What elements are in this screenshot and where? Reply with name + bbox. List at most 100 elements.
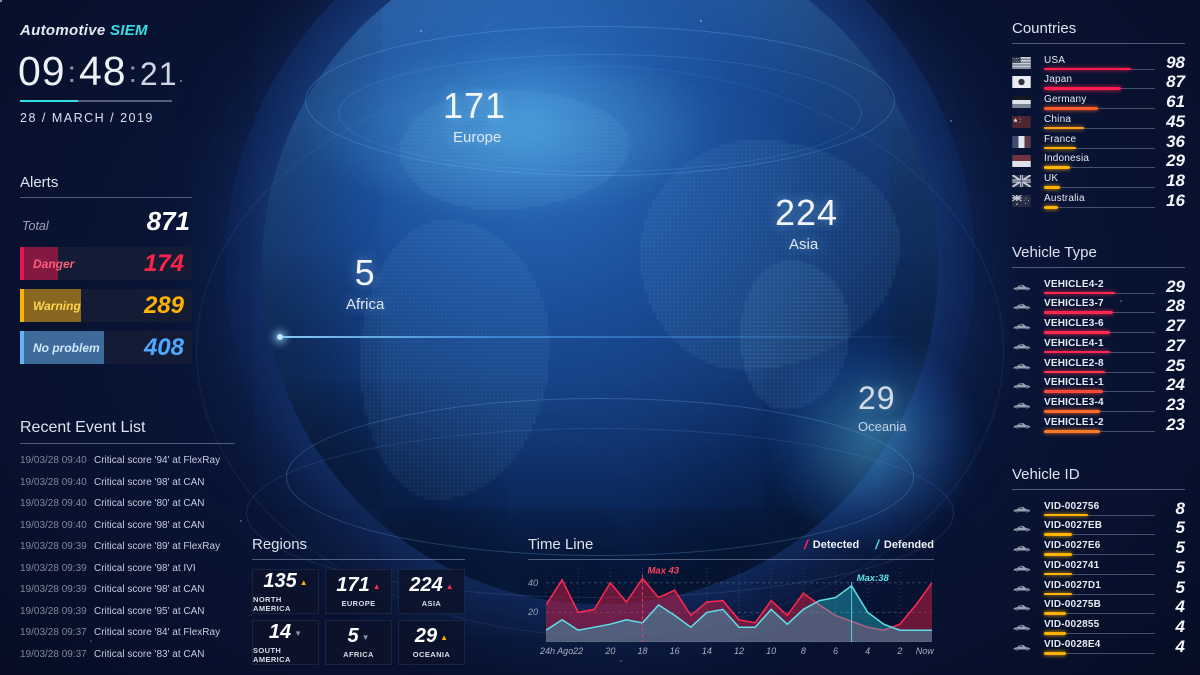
bar-list-mid: China [1044,114,1155,130]
alert-row-danger[interactable]: Danger 174 [20,247,192,280]
item-value: 87 [1166,72,1185,92]
alert-row-no-problem[interactable]: No problem 408 [20,331,192,364]
vehicle-type-row[interactable]: VEHICLE3-4 23 [1012,395,1185,414]
bar-value [1044,107,1098,110]
country-row[interactable]: Germany 61 [1012,92,1185,111]
vehicle-type-row[interactable]: VEHICLE1-2 23 [1012,415,1185,434]
region-tile-africa[interactable]: 5 ▼ AFRICA [325,620,392,665]
item-value: 98 [1166,52,1185,72]
svg-text:Max:38: Max:38 [857,573,890,584]
event-list-item[interactable]: 19/03/28 09:37 Critical score '83' at CAN [20,649,235,660]
country-row[interactable]: UK 18 [1012,171,1185,191]
alerts-total-value: 871 [146,206,190,236]
globe-label-name: Oceania [858,419,907,434]
bar-track [1044,126,1155,130]
alert-value: 408 [143,333,184,361]
item-name: Australia [1044,193,1085,205]
car-icon-wrap [1012,622,1032,632]
vehicle-id-row[interactable]: VID-002756 8 [1012,499,1185,518]
country-row[interactable]: Indonesia 29 [1012,151,1185,170]
car-icon-wrap [1012,504,1032,514]
region-tile-south-america[interactable]: 14 ▼ SOUTH AMERICA [252,620,319,665]
bar-value [1044,186,1060,189]
country-row[interactable]: USA 98 [1012,52,1185,72]
vehicle-type-row[interactable]: VEHICLE1-1 24 [1012,375,1185,394]
event-list-item[interactable]: 19/03/28 09:39 Critical score '98' at IVI [20,563,235,574]
event-list-item[interactable]: 19/03/28 09:39 Critical score '98' at CAN [20,584,235,595]
timeline-header: Time Line / Detected / Defended [528,536,934,560]
vehicle-id-row[interactable]: VID-0027EB 5 [1012,518,1185,537]
region-tile-asia[interactable]: 224 ▲ ASIA [398,569,465,614]
event-list-item[interactable]: 19/03/28 09:37 Critical score '84' at Fle… [20,627,235,638]
vehicle-type-row[interactable]: VEHICLE4-1 27 [1012,336,1185,355]
country-row[interactable]: France 36 [1012,132,1185,151]
timeline-chart[interactable]: 40 20 Max 43 Max:38 [528,564,934,643]
globe-label-value: 5 [354,252,376,293]
bar-list-mid: USA [1044,55,1155,71]
legend-item-detected[interactable]: / Detected [804,537,859,552]
vehicle-id-row[interactable]: VID-0027E6 5 [1012,538,1185,558]
event-message: Critical score '94' at FlexRay [94,455,221,466]
trend-down-icon: ▼ [294,628,303,638]
region-name: AFRICA [343,650,374,659]
bar-list-mid: VEHICLE1-2 [1044,417,1155,433]
event-timestamp: 19/03/28 09:40 [20,476,87,488]
alert-row-warning[interactable]: Warning 289 [20,289,192,322]
bar-list-mid: Australia [1044,193,1155,209]
x-axis-tick-label: 18 [637,646,648,656]
globe-label-asia: 224 Asia [775,192,838,253]
country-row[interactable]: Japan 87 [1012,72,1185,92]
item-value: 4 [1175,617,1185,637]
region-tile-north-america[interactable]: 135 ▲ NORTH AMERICA [252,569,319,614]
region-tile-europe[interactable]: 171 ▲ EUROPE [325,569,392,614]
x-axis-tick-label: 16 [669,646,680,656]
vehicle-id-row[interactable]: VID-0028E4 4 [1012,637,1185,656]
vehicle-id-row[interactable]: VID-002855 4 [1012,617,1185,637]
bar-list-mid: VID-0027E6 [1044,540,1155,556]
item-value: 25 [1166,355,1185,375]
countries-panel: Countries USA 98 Japan 87 Germany 61 China 45 Fr… [1012,20,1185,213]
event-list-item[interactable]: 19/03/28 09:39 Critical score '89' at Fle… [20,541,235,552]
legend-item-defended[interactable]: / Defended [875,537,934,552]
region-tile-oceania[interactable]: 29 ▲ OCEANIA [398,620,465,665]
vehicle-id-row[interactable]: VID-00275B 4 [1012,597,1185,616]
date-display: 28 / MARCH / 2019 [20,111,154,125]
globe-orbit-ring [196,66,1004,636]
vehicle-id-row[interactable]: VID-002741 5 [1012,557,1185,577]
region-grid: 135 ▲ NORTH AMERICA 171 ▲ EUROPE 224 ▲ ASIA 14 ▼ SO… [252,569,465,665]
bar-track [1044,206,1155,209]
item-value: 5 [1175,557,1185,577]
flag-uk-icon-wrap [1012,175,1032,188]
timeline-panel: Time Line / Detected / Defended 40 20 Ma… [528,536,934,658]
country-row[interactable]: Australia 16 [1012,191,1185,210]
event-list-item[interactable]: 19/03/28 09:40 Critical score '94' at Fle… [20,455,235,466]
legend-defended-swatch-icon: / [875,537,879,552]
app-title-accent: SIEM [109,22,148,39]
vehicle-type-row[interactable]: VEHICLE3-7 28 [1012,296,1185,315]
vehicle-type-row[interactable]: VEHICLE2-8 25 [1012,355,1185,375]
vehicle-type-row[interactable]: VEHICLE3-6 27 [1012,316,1185,335]
event-message: Critical score '84' at FlexRay [94,627,221,638]
bar-value [1044,410,1101,413]
bar-value [1044,553,1072,556]
item-value: 18 [1166,171,1185,191]
item-value: 5 [1175,538,1185,558]
event-list-item[interactable]: 19/03/28 09:40 Critical score '98' at CAN [20,520,235,531]
event-timestamp: 19/03/28 09:40 [20,498,87,509]
bar-list-mid: VEHICLE3-7 [1044,298,1155,314]
bar-value [1044,331,1111,334]
bar-track [1044,652,1155,655]
bar-list-mid: VID-002741 [1044,560,1155,576]
event-list-item[interactable]: 19/03/28 09:39 Critical score '95' at CAN [20,606,235,617]
event-list-item[interactable]: 19/03/28 09:40 Critical score '80' at CAN [20,498,235,509]
country-row[interactable]: China 45 [1012,112,1185,131]
event-list-item[interactable]: 19/03/28 09:40 Critical score '98' at CAN [20,477,235,488]
bar-list-mid: France [1044,134,1155,150]
x-axis-tick-label: 8 [800,646,806,656]
bar-list-mid: VID-002855 [1044,619,1155,635]
vehicle-id-row[interactable]: VID-0027D1 5 [1012,578,1185,597]
vehicle-type-row[interactable]: VEHICLE4-2 29 [1012,277,1185,296]
event-rows: 19/03/28 09:40 Critical score '94' at Fle… [20,455,235,660]
bar-list-mid: VEHICLE4-2 [1044,279,1155,295]
bar-value [1044,87,1121,90]
